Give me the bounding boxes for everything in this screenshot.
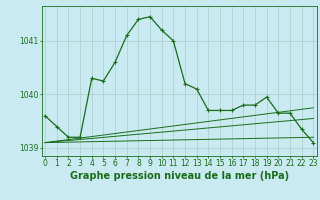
X-axis label: Graphe pression niveau de la mer (hPa): Graphe pression niveau de la mer (hPa) — [70, 171, 289, 181]
